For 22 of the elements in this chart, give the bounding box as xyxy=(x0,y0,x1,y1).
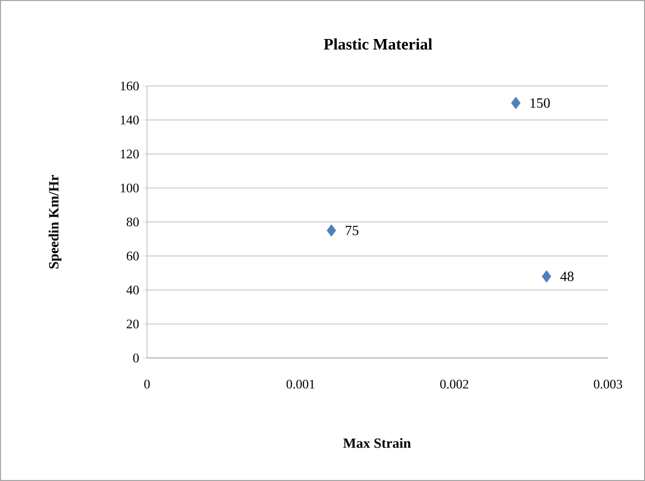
chart-title: Plastic Material xyxy=(324,38,432,50)
x-tick-label: 0 xyxy=(144,380,150,389)
y-tick-label: 40 xyxy=(126,286,139,294)
y-tick-label: 0 xyxy=(133,354,139,362)
data-label: 48 xyxy=(560,272,574,282)
point xyxy=(326,224,336,237)
data-label: 75 xyxy=(346,226,358,236)
y-tick-label: 160 xyxy=(120,82,139,90)
y-axis-title: Speedin Km/Hr xyxy=(48,175,62,268)
point xyxy=(511,96,520,110)
y-tick-label: 140 xyxy=(120,116,139,124)
data-label: 150 xyxy=(530,98,550,108)
x-tick-label: 0.002 xyxy=(440,380,468,389)
y-tick-label: 120 xyxy=(120,150,139,158)
y-tick-label: 60 xyxy=(126,252,139,260)
y-tick-label: 80 xyxy=(126,218,139,226)
x-axis-title: Max Strain xyxy=(343,438,411,448)
y-tick-label: 100 xyxy=(120,184,139,192)
x-tick-label: 0.003 xyxy=(594,380,622,389)
y-tick-label: 20 xyxy=(126,320,139,328)
x-tick-label: 0.001 xyxy=(286,380,315,389)
point xyxy=(542,270,552,283)
